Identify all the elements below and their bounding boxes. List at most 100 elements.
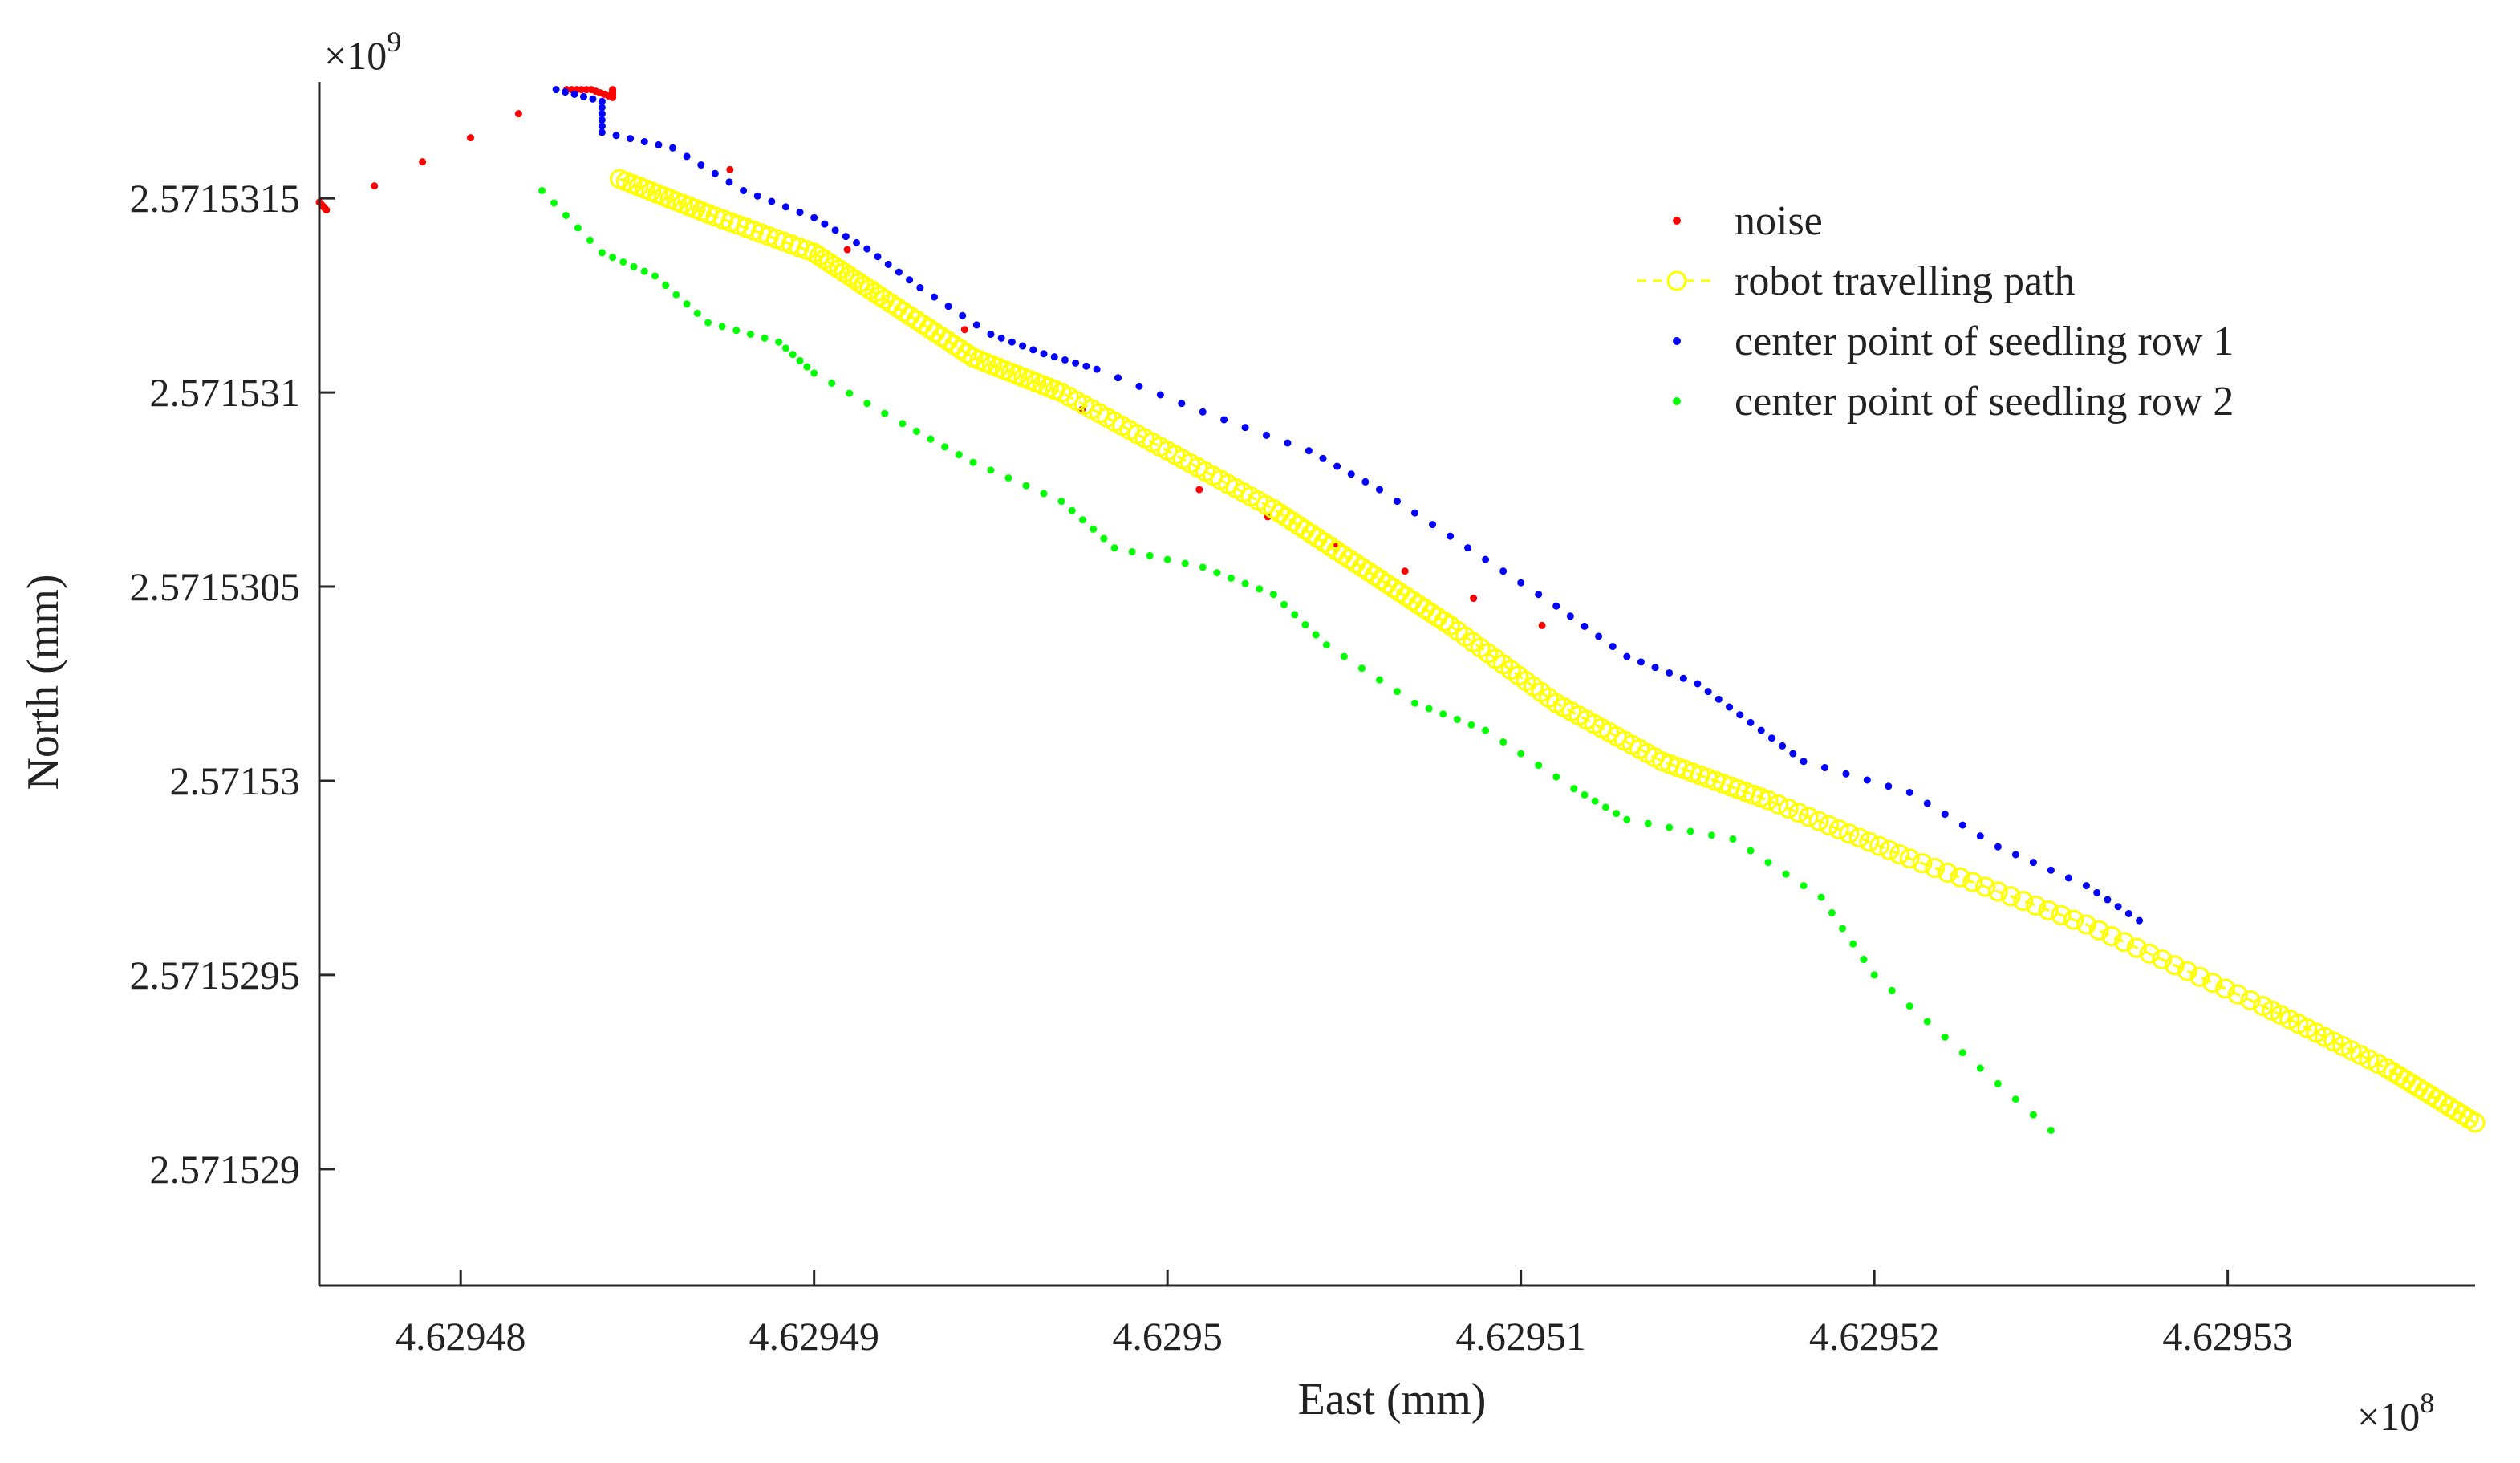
path-point bbox=[2240, 990, 2261, 1010]
data-point bbox=[1090, 525, 1098, 533]
data-point bbox=[1923, 799, 1931, 807]
data-point bbox=[1146, 551, 1154, 559]
data-point bbox=[1679, 674, 1687, 682]
x-tick-label: 4.6295 bbox=[1112, 1314, 1223, 1359]
path-point bbox=[1879, 839, 1900, 860]
data-point bbox=[1269, 591, 1277, 599]
data-point bbox=[796, 356, 804, 364]
path-point bbox=[1869, 835, 1889, 856]
data-point bbox=[2064, 874, 2072, 882]
data-point bbox=[2104, 896, 2112, 904]
data-point bbox=[1885, 782, 1893, 790]
path-point bbox=[1899, 848, 1920, 869]
data-point bbox=[1082, 362, 1090, 370]
data-point bbox=[1199, 563, 1207, 571]
data-point bbox=[323, 206, 331, 214]
data-point bbox=[1291, 611, 1299, 619]
data-point bbox=[1764, 859, 1772, 867]
data-point bbox=[1050, 353, 1058, 361]
path-point bbox=[1768, 794, 1789, 815]
data-point bbox=[1566, 612, 1574, 620]
data-point bbox=[2029, 1111, 2037, 1119]
data-point bbox=[1429, 521, 1437, 529]
path-point bbox=[1828, 819, 1849, 839]
path-point bbox=[1950, 867, 1970, 888]
data-point bbox=[683, 300, 691, 308]
data-point bbox=[863, 400, 871, 408]
data-point bbox=[1213, 569, 1221, 577]
data-point bbox=[1040, 350, 1048, 358]
series-center-point-of-seedling-row-2 bbox=[538, 186, 2055, 1134]
path-point bbox=[864, 282, 885, 303]
data-point bbox=[1779, 742, 1787, 750]
data-point bbox=[1517, 750, 1525, 758]
data-point bbox=[1757, 726, 1765, 734]
data-point bbox=[884, 260, 892, 268]
path-point bbox=[839, 266, 860, 287]
data-point bbox=[987, 466, 995, 474]
data-point bbox=[1305, 447, 1313, 455]
data-point bbox=[2011, 851, 2019, 859]
data-point bbox=[1747, 847, 1755, 855]
data-point bbox=[419, 158, 427, 166]
series-noise bbox=[315, 86, 1546, 629]
data-point bbox=[881, 409, 889, 417]
data-point bbox=[1535, 591, 1543, 599]
data-point bbox=[693, 309, 701, 317]
path-point bbox=[2189, 966, 2210, 987]
data-point bbox=[1301, 620, 1309, 628]
data-point bbox=[1828, 908, 1836, 916]
data-point bbox=[2082, 882, 2090, 890]
data-point bbox=[725, 178, 733, 186]
data-point bbox=[598, 97, 606, 105]
path-point bbox=[2165, 955, 2185, 976]
path-point bbox=[834, 262, 854, 283]
data-point bbox=[1842, 770, 1850, 778]
data-point bbox=[1499, 738, 1508, 746]
data-point bbox=[1686, 827, 1694, 835]
path-point bbox=[829, 259, 850, 280]
series-center-point-of-seedling-row-1 bbox=[552, 86, 2144, 925]
data-point bbox=[582, 86, 590, 94]
data-point bbox=[1552, 773, 1560, 781]
path-point bbox=[2063, 909, 2084, 930]
data-point bbox=[1439, 710, 1447, 718]
data-point bbox=[1820, 764, 1828, 772]
path-point bbox=[2101, 926, 2122, 947]
data-point bbox=[1860, 956, 1868, 964]
legend-label: center point of seedling row 1 bbox=[1735, 319, 2234, 364]
path-point bbox=[1987, 881, 2008, 902]
path-point bbox=[1962, 872, 1983, 892]
data-point bbox=[1467, 721, 1475, 729]
path-point bbox=[1778, 799, 1799, 819]
data-point bbox=[2047, 866, 2055, 874]
data-point bbox=[1609, 643, 1617, 651]
y-tick-label: 2.5715305 bbox=[130, 564, 301, 609]
data-point bbox=[1714, 695, 1723, 703]
data-point bbox=[768, 197, 776, 205]
path-point bbox=[2051, 904, 2072, 925]
data-point bbox=[1178, 400, 1186, 408]
data-point bbox=[1581, 622, 1589, 630]
data-point bbox=[1570, 785, 1578, 793]
data-point bbox=[1411, 509, 1419, 517]
data-point bbox=[732, 327, 741, 335]
data-point bbox=[1114, 374, 1122, 382]
y-tick-label: 2.571529 bbox=[150, 1147, 301, 1192]
data-point bbox=[562, 211, 570, 219]
data-point bbox=[538, 186, 546, 194]
data-point bbox=[1601, 803, 1609, 811]
data-point bbox=[1004, 474, 1012, 482]
data-point bbox=[1817, 893, 1825, 901]
path-point bbox=[819, 252, 840, 273]
x-tick-label: 4.62949 bbox=[749, 1314, 879, 1359]
data-point bbox=[718, 323, 726, 331]
data-point bbox=[1447, 532, 1455, 540]
data-point bbox=[1394, 498, 1401, 506]
path-point bbox=[1848, 827, 1869, 848]
data-point bbox=[598, 104, 606, 112]
y-axis-ticks: 2.571529 2.5715295 2.57153 2.5715305 2.57153… bbox=[130, 176, 335, 1192]
data-point bbox=[1394, 688, 1401, 696]
data-point bbox=[1535, 762, 1543, 770]
